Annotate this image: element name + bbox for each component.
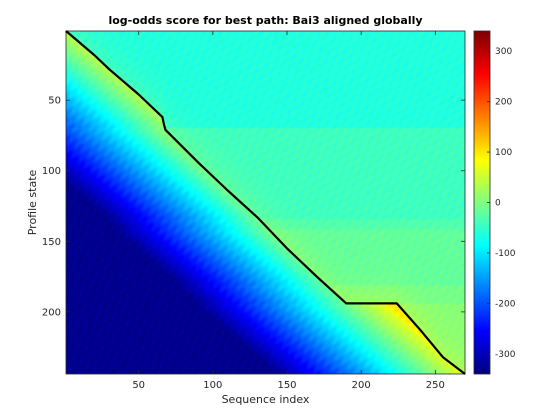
colorbar-tick-label: -200 (495, 299, 516, 309)
best-path-line (65, 30, 466, 375)
colorbar-tick-label: -100 (495, 249, 516, 259)
x-axis-ticks: 50 100 150 200 250 (132, 31, 445, 391)
y-axis-label: Profile state (26, 169, 39, 235)
y-tick-label: 200 (42, 307, 61, 318)
y-tick-label: 150 (42, 237, 61, 248)
x-tick-label: 200 (352, 380, 371, 391)
heatmap-plot (65, 30, 466, 375)
colorbar-tick-label: -300 (495, 350, 516, 360)
y-tick-label: 50 (48, 96, 61, 107)
x-axis-label: Sequence index (222, 393, 310, 406)
chart-title: log-odds score for best path: Bai3 align… (108, 14, 422, 27)
colorbar: -300 -200 -100 0 100 200 300 (473, 30, 516, 375)
x-tick-label: 50 (132, 380, 145, 391)
colorbar-tick-label: 0 (495, 199, 501, 209)
y-axis-ticks: 50 100 150 200 (42, 96, 465, 318)
colorbar-tick-label: 200 (495, 98, 512, 108)
colorbar-tick-label: 100 (495, 148, 512, 158)
x-tick-label: 100 (203, 380, 222, 391)
colorbar-ticks: -300 -200 -100 0 100 200 300 (487, 47, 516, 360)
colorbar-tick-label: 300 (495, 47, 512, 57)
plot-frame (65, 30, 466, 375)
x-tick-label: 250 (426, 380, 445, 391)
colorbar-gradient (474, 31, 490, 374)
x-tick-label: 150 (277, 380, 296, 391)
y-tick-label: 100 (42, 166, 61, 177)
